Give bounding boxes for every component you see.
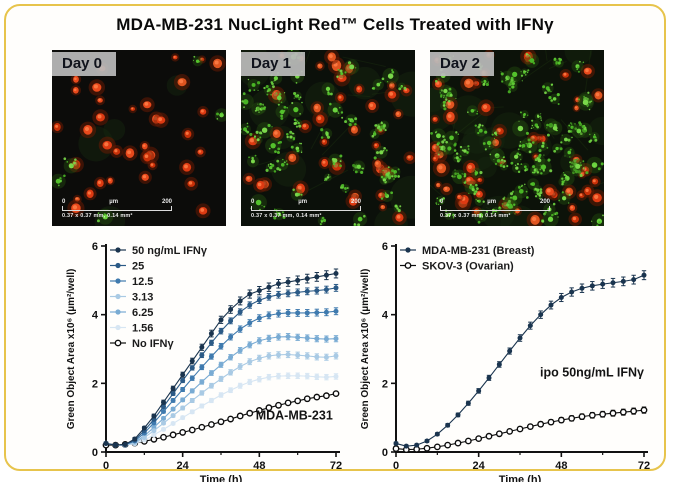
scale-bar: 0 µm 200 0.37 x 0.37 mm, 0.14 mm²: [440, 199, 550, 219]
legend-label: SKOV-3 (Ovarian): [422, 261, 514, 273]
y-tick-label: 2: [382, 378, 388, 390]
scale-unit-label: µm: [298, 199, 307, 205]
scale-zero-label: 0: [251, 199, 254, 205]
microscopy-panel-day2: Day 2 0 µm 200 0.37 x 0.37 mm, 0.14 mm²: [430, 50, 604, 226]
scale-max-label: 200: [540, 199, 550, 205]
x-tick-label: 0: [393, 460, 399, 472]
legend-label: MDA-MB-231 (Breast): [422, 245, 535, 257]
x-tick-label: 0: [103, 460, 109, 472]
legend-marker-open-circle-icon: [405, 263, 410, 268]
y-axis-label: Green Object Area x10⁶ (µm²/well): [360, 269, 371, 430]
legend-label: 3.13: [132, 292, 153, 304]
y-tick-label: 0: [92, 447, 98, 459]
scale-dims: 0.37 x 0.37 mm, 0.14 mm²: [440, 213, 550, 219]
scale-max-label: 200: [351, 199, 361, 205]
x-axis-label: Time (h): [200, 474, 243, 482]
figure-panel: MDA-MB-231 NucLight Red™ Cells Treated w…: [4, 4, 666, 471]
x-tick-label: 72: [330, 460, 342, 472]
scale-bar: 0 µm 200 0.37 x 0.37 mm, 0.14 mm²: [62, 199, 172, 219]
series-6.25: [104, 334, 339, 448]
y-tick-label: 6: [92, 241, 98, 253]
scale-bar: 0 µm 200 0.37 x 0.37 mm, 0.14 mm²: [251, 199, 361, 219]
legend: 50 ng/mL IFNγ 25 12.5 3.13 6.25 1.56 No IFNγ: [110, 245, 208, 350]
y-axis-label: Green Object Area x10⁶ (µm²/well): [66, 269, 77, 430]
microscopy-panel-day0: Day 0 0 µm 200 0.37 x 0.37 mm, 0.14 mm²: [52, 50, 226, 226]
legend-label: 25: [132, 261, 144, 273]
legend-label: 1.56: [132, 323, 153, 335]
scale-zero-label: 0: [62, 199, 65, 205]
x-tick-label: 48: [555, 460, 567, 472]
x-tick-label: 48: [253, 460, 265, 472]
scale-line: [62, 206, 172, 211]
legend-marker-filled-circle-icon: [115, 309, 120, 314]
x-tick-label: 24: [177, 460, 190, 472]
legend-marker-filled-circle-icon: [405, 247, 410, 252]
scale-line: [440, 206, 550, 211]
legend-marker-filled-circle-icon: [115, 263, 120, 268]
series-skov-3-ovarian-: [393, 407, 646, 452]
legend-marker-filled-circle-icon: [115, 247, 120, 252]
day-label: Day 2: [430, 52, 494, 76]
x-tick-label: 72: [638, 460, 650, 472]
scale-dims: 0.37 x 0.37 mm, 0.14 mm²: [62, 213, 172, 219]
scale-unit-label: µm: [109, 199, 118, 205]
chart-annotation: MDA-MB-231: [256, 408, 333, 422]
series-mda-mb-231-breast-: [394, 271, 647, 449]
legend: MDA-MB-231 (Breast) SKOV-3 (Ovarian): [400, 245, 535, 273]
y-tick-label: 4: [92, 310, 99, 322]
x-tick-label: 24: [473, 460, 486, 472]
legend-marker-filled-circle-icon: [115, 325, 120, 330]
day-label: Day 1: [241, 52, 305, 76]
legend-label: 12.5: [132, 276, 153, 288]
legend-label: 50 ng/mL IFNγ: [132, 245, 208, 257]
legend-marker-filled-circle-icon: [115, 294, 120, 299]
chart-annotation: ipo 50ng/mL IFNγ: [540, 365, 644, 379]
day-label: Day 0: [52, 52, 116, 76]
scale-dims: 0.37 x 0.37 mm, 0.14 mm²: [251, 213, 361, 219]
legend-label: No IFNγ: [132, 338, 174, 350]
scale-line: [251, 206, 361, 211]
y-tick-label: 4: [382, 310, 389, 322]
x-axis-label: Time (h): [499, 474, 542, 482]
legend-marker-open-circle-icon: [115, 340, 120, 345]
scale-max-label: 200: [162, 199, 172, 205]
legend-label: 6.25: [132, 307, 153, 319]
legend-marker-filled-circle-icon: [115, 278, 120, 283]
scale-unit-label: µm: [487, 199, 496, 205]
y-tick-label: 0: [382, 447, 388, 459]
scale-zero-label: 0: [440, 199, 443, 205]
y-tick-label: 6: [382, 241, 388, 253]
y-tick-label: 2: [92, 378, 98, 390]
microscopy-panel-day1: Day 1 0 µm 200 0.37 x 0.37 mm, 0.14 mm²: [241, 50, 415, 226]
figure-title: MDA-MB-231 NucLight Red™ Cells Treated w…: [6, 15, 664, 35]
